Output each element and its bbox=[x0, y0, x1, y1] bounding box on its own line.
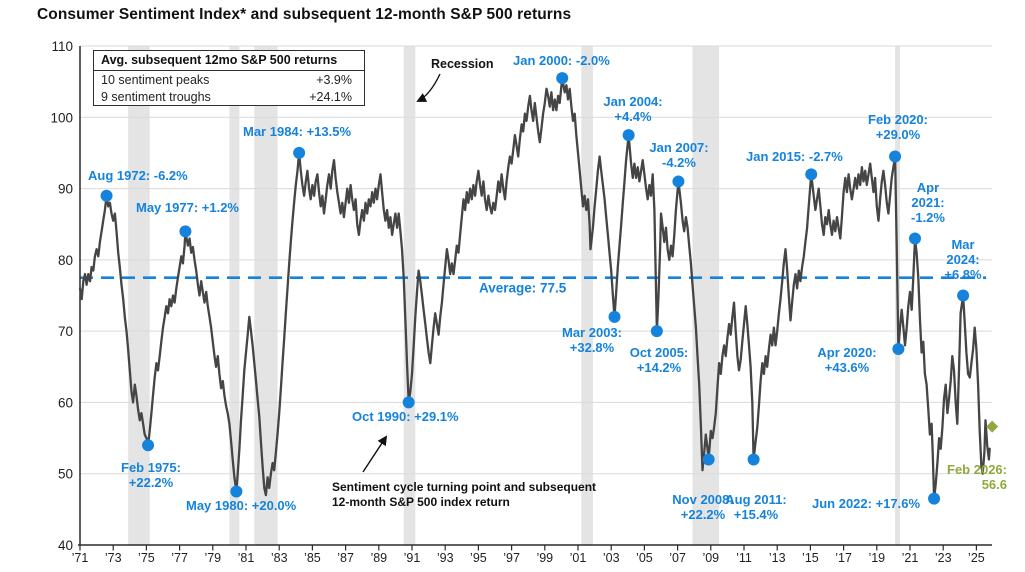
x-axis-tick-label: ’25 bbox=[968, 551, 985, 565]
legend-peaks-value: +3.9% bbox=[316, 72, 352, 87]
x-axis-tick-label: ’89 bbox=[370, 551, 387, 565]
sentiment-trough-dot bbox=[142, 439, 155, 452]
recession-arrow bbox=[416, 73, 441, 102]
x-axis-tick-label: ’91 bbox=[404, 551, 421, 565]
annotation-mar-1984-13-5: Mar 1984: +13.5% bbox=[243, 124, 351, 139]
x-axis-tick-label: ’81 bbox=[238, 551, 255, 565]
sentiment-trough-dot bbox=[892, 342, 905, 355]
consumer-sentiment-line bbox=[78, 76, 991, 500]
legend-troughs-value: +24.1% bbox=[309, 89, 352, 104]
annotation-mar-2003: Mar 2003: +32.8% bbox=[562, 325, 622, 355]
recession-band bbox=[229, 46, 240, 545]
annotation-jun-2022-17-6: Jun 2022: +17.6% bbox=[812, 496, 920, 511]
x-axis-tick-label: ’87 bbox=[337, 551, 354, 565]
legend-peaks-label: 10 sentiment peaks bbox=[101, 72, 210, 87]
annotation-jan-2004: Jan 2004: +4.4% bbox=[603, 94, 662, 124]
y-axis-tick-label: 110 bbox=[51, 39, 73, 54]
x-axis-tick-label: ’11 bbox=[736, 551, 752, 565]
sentiment-peak-dot bbox=[100, 189, 113, 202]
x-axis-tick-label: ’75 bbox=[138, 551, 155, 565]
x-axis-tick-label: ’95 bbox=[470, 551, 487, 565]
legend-box: Avg. subsequent 12mo S&P 500 returns 10 … bbox=[93, 50, 365, 106]
x-axis-tick-label: ’83 bbox=[271, 551, 288, 565]
legend-header: Avg. subsequent 12mo S&P 500 returns bbox=[94, 51, 364, 71]
x-axis-tick-label: ’17 bbox=[835, 551, 852, 565]
annotation-apr-2020: Apr 2020: +43.6% bbox=[817, 345, 876, 375]
y-axis-tick-label: 100 bbox=[50, 110, 73, 125]
recession-label: Recession bbox=[431, 57, 494, 71]
x-axis-tick-label: ’85 bbox=[304, 551, 321, 565]
x-axis-tick-label: ’07 bbox=[669, 551, 686, 565]
x-axis-tick-label: ’97 bbox=[503, 551, 520, 565]
annotation-feb-1975: Feb 1975: +22.2% bbox=[121, 460, 181, 490]
recession-band bbox=[403, 46, 416, 545]
sentiment-peak-dot bbox=[957, 289, 970, 302]
sentiment-peak-dot bbox=[293, 146, 306, 159]
sentiment-trough-dot bbox=[702, 453, 715, 466]
sentiment-peak-dot bbox=[889, 150, 902, 163]
y-axis-tick-label: 90 bbox=[58, 182, 73, 197]
page-title: Consumer Sentiment Index* and subsequent… bbox=[37, 6, 572, 23]
y-axis-tick-label: 80 bbox=[58, 253, 73, 268]
sentiment-trough-dot bbox=[928, 492, 941, 505]
x-axis-tick-label: ’93 bbox=[437, 551, 454, 565]
legend-row-troughs: 9 sentiment troughs +24.1% bbox=[94, 88, 364, 105]
y-axis-tick-label: 70 bbox=[58, 324, 73, 339]
annotation-may-1980-20-0: May 1980: +20.0% bbox=[186, 498, 297, 513]
sentiment-peak-dot bbox=[805, 168, 818, 181]
turning-point-note: Sentiment cycle turning point and subseq… bbox=[332, 480, 596, 509]
x-axis-tick-label: ’21 bbox=[902, 551, 919, 565]
legend-troughs-label: 9 sentiment troughs bbox=[101, 89, 211, 104]
y-axis-tick-label: 60 bbox=[58, 395, 73, 410]
sentiment-trough-dot bbox=[650, 325, 663, 338]
annotation-aug-1972-6-2: Aug 1972: -6.2% bbox=[88, 168, 188, 183]
x-axis-tick-label: ’01 bbox=[570, 551, 587, 565]
x-axis-tick-label: ’71 bbox=[72, 551, 89, 565]
x-axis-tick-label: ’23 bbox=[935, 551, 952, 565]
annotation-mar: Mar 2024: +6.8% bbox=[944, 237, 982, 282]
annotation-oct-1990-29-1: Oct 1990: +29.1% bbox=[352, 409, 459, 424]
x-axis-tick-label: ’19 bbox=[868, 551, 885, 565]
sentiment-trough-dot bbox=[608, 310, 621, 323]
annotation-jan-2007: Jan 2007: -4.2% bbox=[649, 140, 708, 170]
x-axis-tick-label: ’05 bbox=[636, 551, 653, 565]
sentiment-peak-dot bbox=[179, 225, 192, 238]
recession-band bbox=[581, 46, 593, 545]
y-axis-tick-label: 50 bbox=[58, 467, 73, 482]
sentiment-trough-dot bbox=[747, 453, 760, 466]
sentiment-trough-dot bbox=[230, 485, 243, 498]
x-axis-tick-label: ’15 bbox=[802, 551, 819, 565]
x-axis-tick-label: ’99 bbox=[536, 551, 553, 565]
sentiment-trough-dot bbox=[402, 396, 415, 409]
x-axis-tick-label: ’77 bbox=[171, 551, 188, 565]
annotation-apr: Apr 2021: -1.2% bbox=[911, 180, 945, 225]
latest-point-diamond bbox=[986, 420, 999, 433]
annotation-jan-2000-2-0: Jan 2000: -2.0% bbox=[513, 53, 610, 68]
x-axis-tick-label: ’79 bbox=[204, 551, 221, 565]
x-axis-tick-label: ’13 bbox=[769, 551, 786, 565]
x-axis-tick-label: ’73 bbox=[105, 551, 122, 565]
sentiment-peak-dot bbox=[622, 129, 635, 142]
recession-band bbox=[128, 46, 150, 545]
annotation-jan-2015-2-7: Jan 2015: -2.7% bbox=[746, 149, 843, 164]
annotation-feb-2020: Feb 2020: +29.0% bbox=[868, 112, 928, 142]
annotation-nov-2008: Nov 2008: +22.2% bbox=[672, 492, 733, 522]
x-axis-tick-label: ’03 bbox=[603, 551, 620, 565]
average-line-label: Average: 77.5 bbox=[479, 281, 567, 296]
recession-band bbox=[692, 46, 720, 545]
legend-row-peaks: 10 sentiment peaks +3.9% bbox=[94, 71, 364, 88]
sentiment-peak-dot bbox=[556, 72, 569, 85]
x-axis-tick-label: ’09 bbox=[702, 551, 719, 565]
sentiment-peak-dot bbox=[672, 175, 685, 188]
sentiment-peak-dot bbox=[908, 232, 921, 245]
turning-point-arrow bbox=[362, 435, 388, 473]
annotation-aug-2011: Aug 2011: +15.4% bbox=[725, 492, 786, 522]
annotation-feb-2026: Feb 2026: 56.6 bbox=[947, 462, 1007, 492]
annotation-may-1977-1-2: May 1977: +1.2% bbox=[136, 200, 239, 215]
annotation-oct-2005: Oct 2005: +14.2% bbox=[630, 345, 689, 375]
y-axis-tick-label: 40 bbox=[58, 538, 73, 553]
